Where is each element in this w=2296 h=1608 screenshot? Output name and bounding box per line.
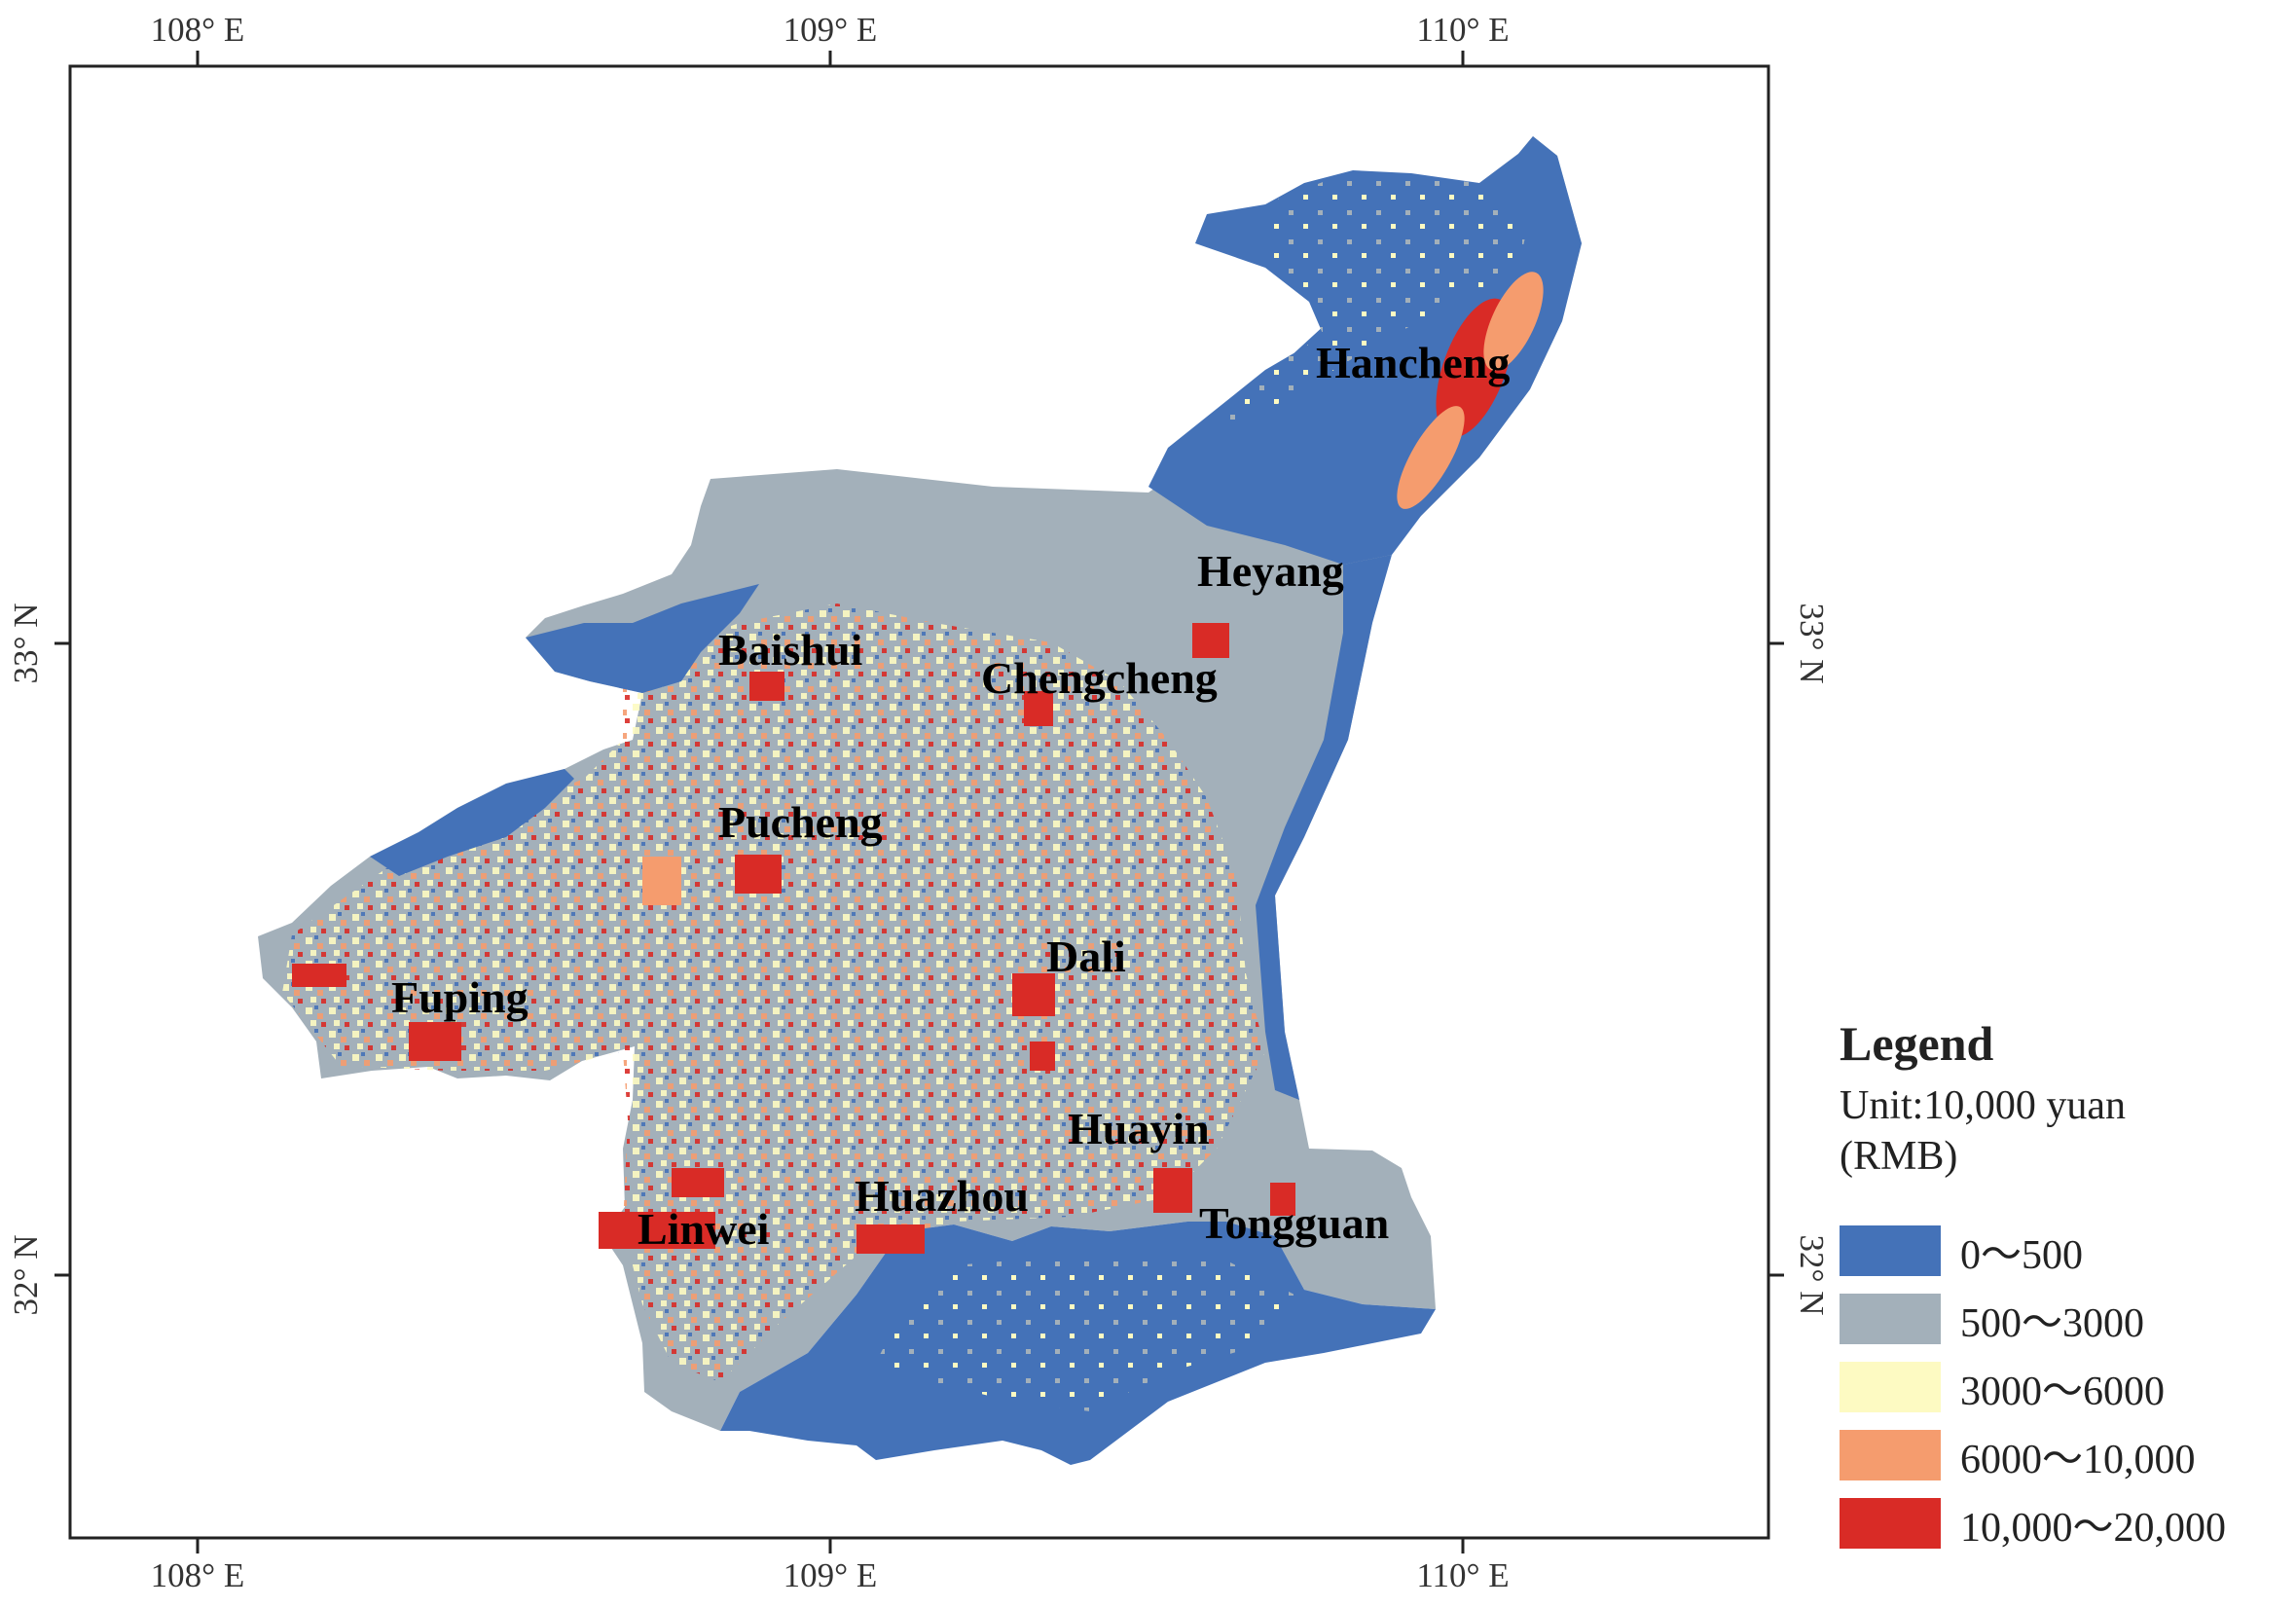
legend-label: 10,000～20,000: [1960, 1505, 2227, 1551]
region-mixed-texture: [282, 603, 1265, 1382]
city-label-linwei: Linwei: [638, 1204, 770, 1254]
y-tick-labels-right: 33° N 32° N: [1793, 603, 1831, 1315]
region-blue-south-texture: [876, 1256, 1294, 1411]
x-tick-labels-top: 108° E 109° E 110° E: [151, 11, 1510, 49]
legend-item: 3000～6000: [1840, 1353, 2287, 1421]
legend-label: 0～500: [1960, 1232, 2084, 1278]
city-label-tongguan: Tongguan: [1199, 1198, 1389, 1248]
city-label-fuping: Fuping: [391, 972, 528, 1022]
city-label-huayin: Huayin: [1068, 1104, 1210, 1153]
tick-label-33n-left: 33° N: [7, 603, 45, 683]
tick-label-32n-right: 32° N: [1793, 1234, 1831, 1315]
region-blue-west-edge: [526, 584, 759, 693]
legend: Legend Unit:10,000 yuan (RMB) 0～500 500～…: [1840, 1014, 2287, 1557]
hotspots: [292, 272, 1544, 1254]
legend-item: 6000～10,000: [1840, 1421, 2287, 1489]
x-tick-labels-bottom: 108° E 109° E 110° E: [151, 1556, 1510, 1594]
y-tick-labels-left: 33° N 32° N: [7, 603, 45, 1315]
legend-label: 3000～6000: [1960, 1369, 2166, 1414]
legend-swatch: [1840, 1498, 1941, 1549]
city-label-huazhou: Huazhou: [855, 1171, 1029, 1221]
legend-title: Legend: [1840, 1016, 1994, 1071]
tick-label-109e-top: 109° E: [784, 11, 878, 49]
tick-label-108e-top: 108° E: [151, 11, 245, 49]
legend-items: 0～500 500～3000 3000～6000 6000～10,000 10,…: [1840, 1217, 2287, 1557]
city-label-dali: Dali: [1046, 932, 1126, 981]
legend-label: 500～3000: [1960, 1300, 2145, 1346]
legend-unit: Unit:10,000 yuan (RMB): [1840, 1083, 2126, 1179]
tick-label-109e-bottom: 109° E: [784, 1556, 878, 1594]
tick-label-110e-bottom: 110° E: [1416, 1556, 1509, 1594]
city-label-chengcheng: Chengcheng: [981, 653, 1218, 703]
legend-item: 10,000～20,000: [1840, 1489, 2287, 1557]
region-blue-northeast-texture: [1217, 170, 1528, 428]
city-label-pucheng: Pucheng: [718, 797, 883, 847]
legend-item: 0～500: [1840, 1217, 2287, 1285]
legend-swatch: [1840, 1430, 1941, 1480]
region-blue-east-strip: [1256, 555, 1392, 1100]
legend-swatch: [1840, 1225, 1941, 1276]
city-label-hancheng: Hancheng: [1316, 338, 1510, 387]
tick-label-108e-bottom: 108° E: [151, 1556, 245, 1594]
tick-label-110e-top: 110° E: [1416, 11, 1509, 49]
tick-label-32n-left: 32° N: [7, 1234, 45, 1315]
legend-item: 500～3000: [1840, 1285, 2287, 1353]
tick-label-33n-right: 33° N: [1793, 603, 1831, 683]
city-label-baishui: Baishui: [718, 625, 863, 675]
region-blue-northwest: [370, 769, 574, 876]
city-labels: Hancheng Heyang Baishui Chengcheng Puche…: [391, 338, 1510, 1254]
city-label-heyang: Heyang: [1197, 546, 1344, 596]
tick-marks: [55, 51, 1784, 1553]
legend-label: 6000～10,000: [1960, 1437, 2196, 1482]
legend-swatch: [1840, 1362, 1941, 1412]
legend-swatch: [1840, 1294, 1941, 1344]
